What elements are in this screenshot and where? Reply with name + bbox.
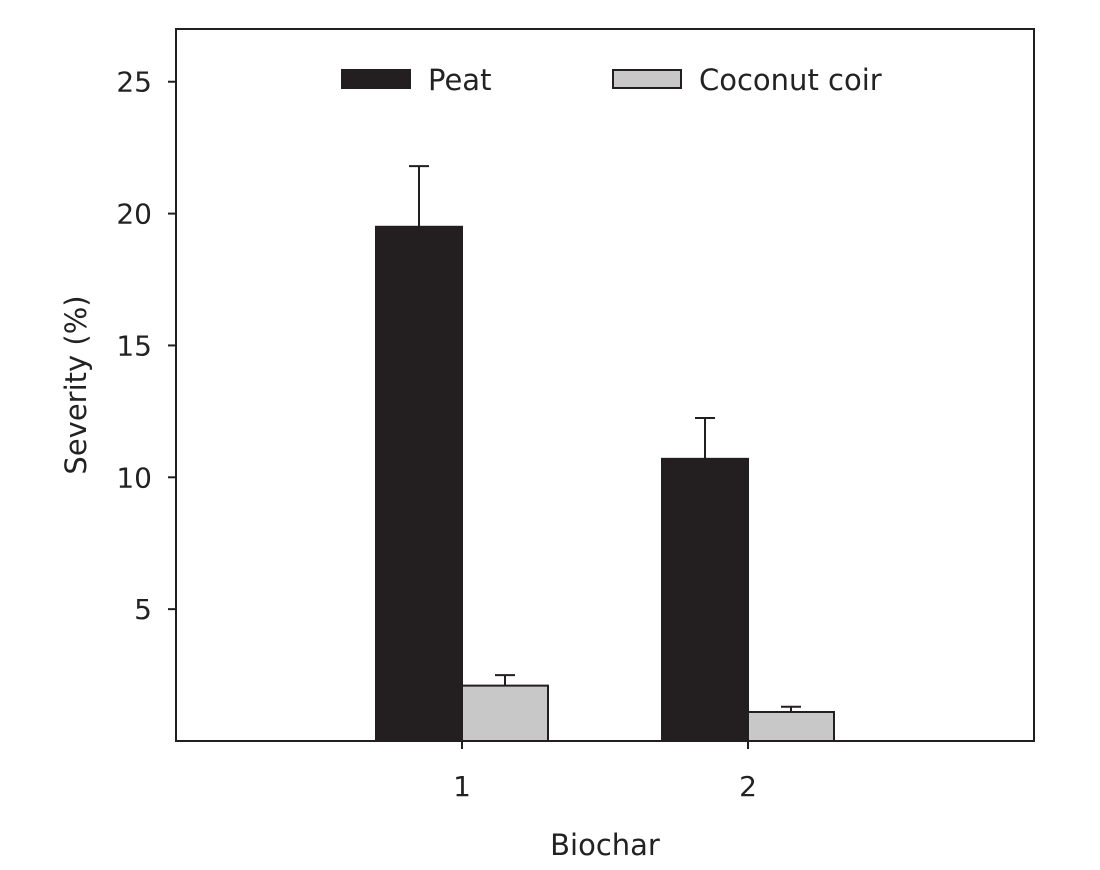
x-tick-label-2: 2 [739,770,757,803]
bars [375,225,835,743]
x-tick-label-1: 1 [453,770,471,803]
error-bars [409,165,801,712]
bar-peat-1 [375,225,463,742]
legend-label-coconut-coir: Coconut coir [699,63,882,97]
y-tick-label-20: 20 [116,198,152,231]
bar-peat-2 [661,457,749,742]
legend: Peat Coconut coir [341,63,882,97]
legend-swatch-peat [341,69,411,89]
y-tick-label-10: 10 [116,461,152,494]
legend-label-peat: Peat [428,63,491,97]
y-axis-title: Severity (%) [59,295,93,474]
y-tick-label-25: 25 [116,66,152,99]
y-axis: 5 10 15 20 25 [116,66,176,626]
plot-frame [175,28,1035,742]
bar-coconut-coir-1 [461,684,549,742]
y-tick-label-5: 5 [134,593,152,626]
x-axis-title: Biochar [550,828,660,862]
y-tick-label-15: 15 [116,329,152,362]
bar-coconut-coir-2 [747,710,835,743]
legend-swatch-coconut-coir [612,69,682,89]
